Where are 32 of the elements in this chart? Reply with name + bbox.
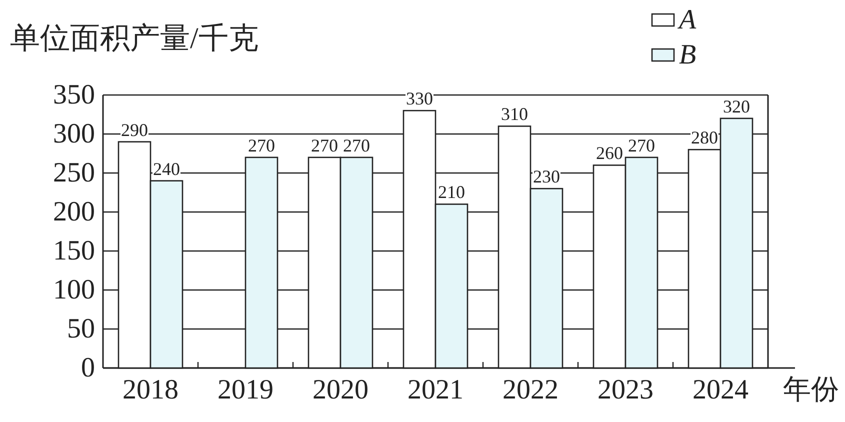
data-label: 270 xyxy=(248,135,275,156)
data-label: 210 xyxy=(438,182,465,202)
y-tick-label: 350 xyxy=(53,80,95,110)
data-label: 260 xyxy=(596,143,623,164)
x-axis-title: 年份 xyxy=(783,374,839,406)
data-label: 270 xyxy=(311,135,338,156)
x-tick-label: 2023 xyxy=(598,374,654,406)
x-tick-label: 2024 xyxy=(692,374,748,406)
legend-label: A xyxy=(677,4,697,36)
data-label: 330 xyxy=(406,88,433,109)
data-label: 270 xyxy=(628,135,655,156)
data-label: 240 xyxy=(153,158,180,179)
y-tick-label: 300 xyxy=(53,118,95,150)
legend-label: B xyxy=(679,40,696,70)
y-tick-label: 150 xyxy=(53,236,95,266)
x-tick-label: 2018 xyxy=(122,374,178,406)
y-axis-title: 单位面积产量/千克 xyxy=(10,22,258,55)
y-tick-label: 100 xyxy=(53,274,95,306)
data-label: 280 xyxy=(691,128,718,148)
y-tick-label: 50 xyxy=(67,314,95,344)
x-tick-label: 2019 xyxy=(218,374,274,406)
x-tick-label: 2020 xyxy=(312,374,368,406)
x-tick-label: 2021 xyxy=(408,374,464,406)
data-label: 270 xyxy=(343,135,370,156)
data-label: 310 xyxy=(501,104,528,124)
x-tick-label: 2022 xyxy=(502,374,558,406)
data-label: 290 xyxy=(121,120,148,140)
y-tick-label: 200 xyxy=(53,196,95,228)
y-tick-label: 0 xyxy=(81,352,95,384)
data-label: 320 xyxy=(723,96,750,116)
y-tick-label: 250 xyxy=(53,158,95,188)
data-label: 230 xyxy=(533,166,560,187)
